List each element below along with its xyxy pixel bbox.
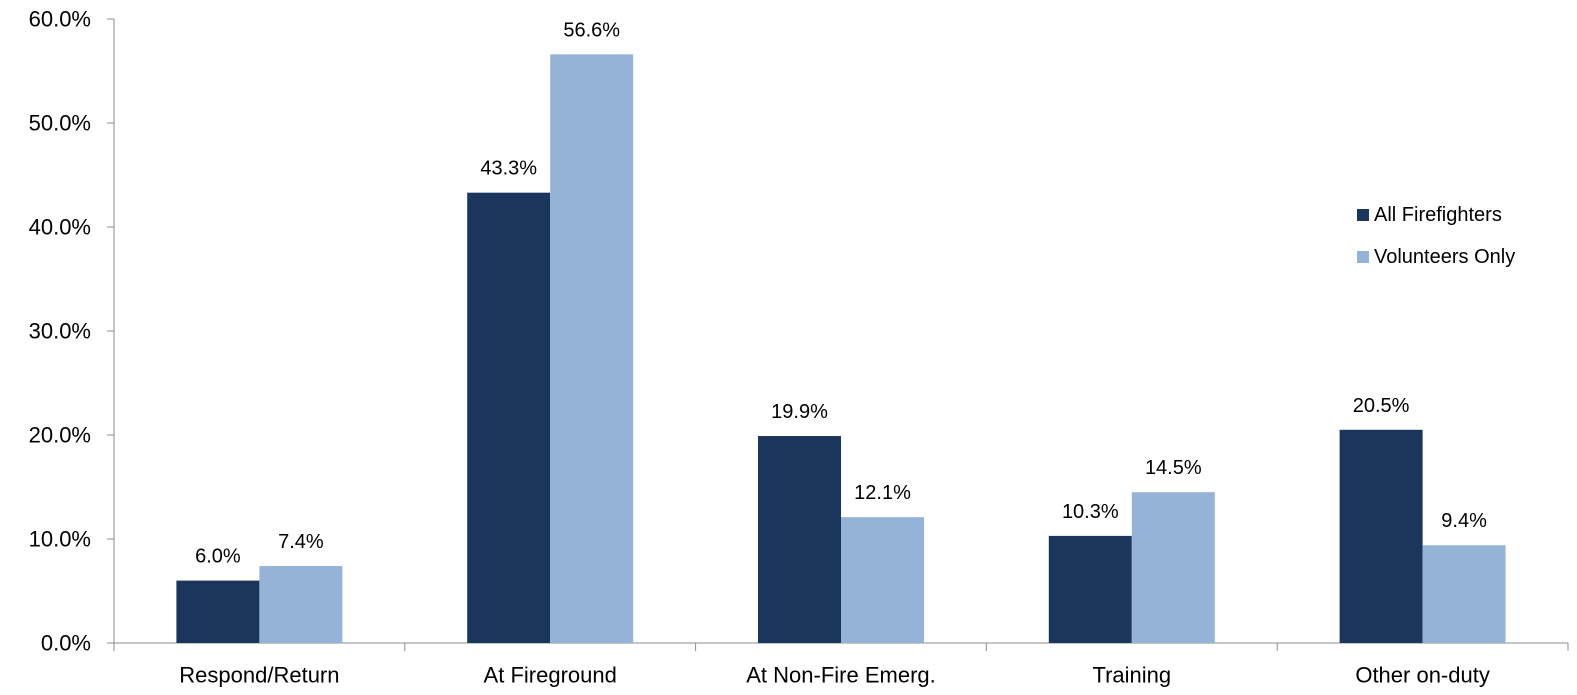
y-tick-label: 10.0%	[29, 527, 91, 552]
category-label: Training	[1092, 663, 1171, 688]
category-label: Other on-duty	[1355, 663, 1490, 688]
y-tick-label: 20.0%	[29, 423, 91, 448]
bar-all-firefighters	[176, 580, 260, 643]
bar-all-firefighters	[1048, 535, 1132, 643]
bar-all-firefighters	[1339, 429, 1423, 643]
legend-swatch	[1357, 251, 1369, 263]
x-axis: Respond/Return At Fireground At Non-Fire E…	[113, 642, 1569, 688]
bar-volunteers-only	[259, 566, 343, 643]
category-label: At Non-Fire Emerg.	[746, 663, 936, 688]
legend-swatch	[1357, 209, 1369, 221]
data-label: 12.1%	[854, 482, 911, 504]
data-label: 56.6%	[563, 19, 620, 41]
data-label: 7.4%	[278, 531, 324, 553]
y-tick-label: 0.0%	[41, 631, 91, 656]
y-tick-label: 40.0%	[29, 215, 91, 240]
legend: All Firefighters Volunteers Only	[1357, 204, 1515, 268]
y-tick-label: 60.0%	[29, 7, 91, 32]
legend-label: Volunteers Only	[1374, 246, 1515, 268]
bar-all-firefighters	[467, 192, 551, 643]
bars	[176, 54, 1506, 644]
y-axis: 0.0% 10.0% 20.0% 30.0% 40.0% 50.0% 60.0%	[29, 7, 115, 656]
bar-volunteers-only	[1422, 545, 1506, 643]
bar-volunteers-only	[841, 517, 924, 643]
y-tick-label: 50.0%	[29, 111, 91, 136]
bar-all-firefighters	[758, 436, 841, 643]
data-label: 19.9%	[771, 401, 828, 423]
data-label: 6.0%	[195, 546, 241, 568]
data-label: 10.3%	[1062, 501, 1119, 523]
legend-label: All Firefighters	[1374, 204, 1502, 226]
bar-volunteers-only	[550, 54, 634, 644]
category-label: Respond/Return	[179, 663, 339, 688]
data-label: 9.4%	[1441, 510, 1487, 532]
data-label: 14.5%	[1145, 457, 1202, 479]
category-label: At Fireground	[484, 663, 617, 688]
data-label: 43.3%	[480, 158, 537, 180]
y-tick-label: 30.0%	[29, 319, 91, 344]
bar-volunteers-only	[1131, 492, 1215, 643]
data-labels: 6.0% 43.3% 19.9% 10.3% 20.5% 7.4% 56.6% 12.1% 14…	[195, 19, 1487, 567]
data-label: 20.5%	[1353, 395, 1410, 417]
